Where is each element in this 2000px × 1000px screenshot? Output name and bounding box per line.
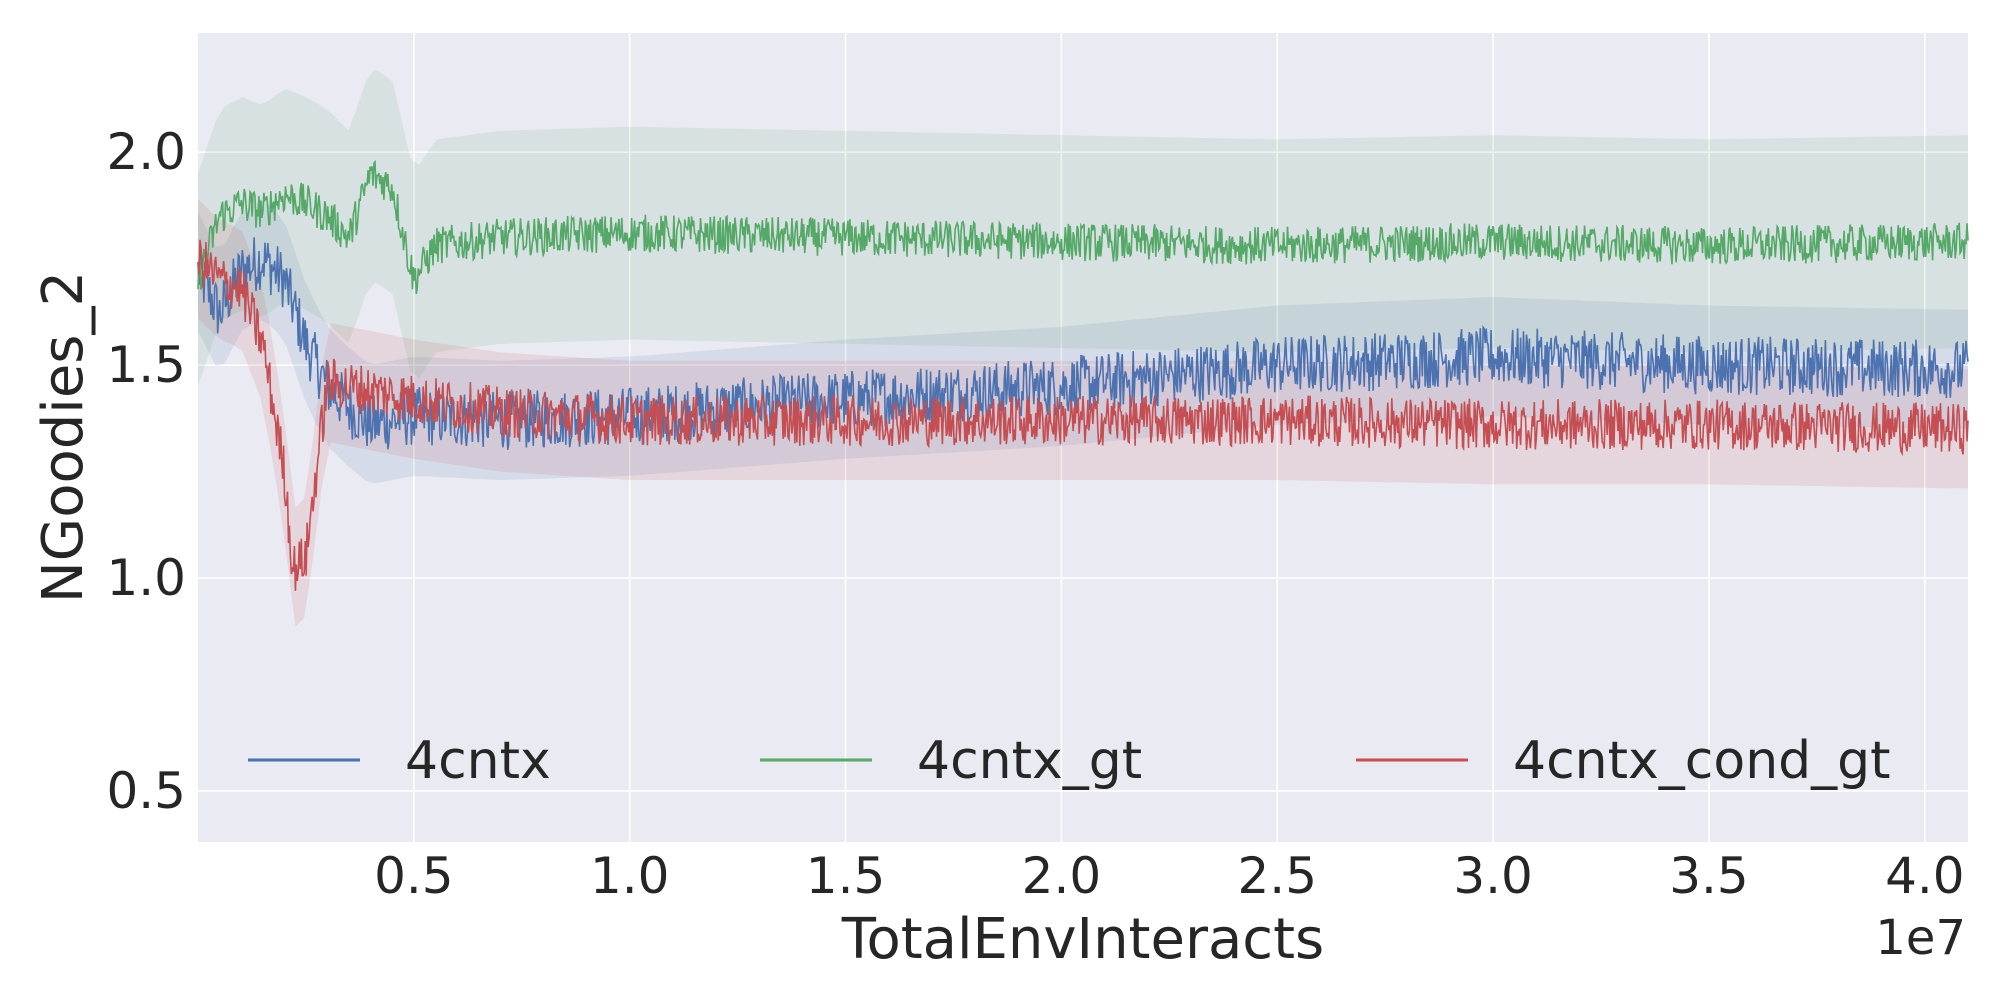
band-4cntx-gt: [198, 69, 1968, 387]
x-tick-label: 1.0: [590, 847, 670, 905]
y-tick-labels: 0.5 1.0 1.5 2.0: [106, 123, 186, 820]
x-axis-title: TotalEnvInteracts: [841, 907, 1324, 972]
legend-label-4cntx-cond-gt: 4cntx_cond_gt: [1513, 731, 1891, 791]
x-offset-label: 1e7: [1875, 910, 1966, 966]
series-line-4cntx-gt: [197, 159, 1969, 295]
x-tick-label: 2.0: [1022, 847, 1102, 905]
legend-item-4cntx-gt: 4cntx_gt: [760, 731, 1142, 791]
y-tick-label: 0.5: [106, 762, 186, 820]
y-tick-label: 2.0: [106, 123, 186, 181]
series-line-4cntx: [197, 237, 1969, 450]
x-tick-label: 1.5: [806, 847, 886, 905]
x-tick-label: 2.5: [1238, 847, 1318, 905]
y-tick-label: 1.5: [106, 336, 186, 394]
legend-label-4cntx-gt: 4cntx_gt: [917, 731, 1142, 791]
x-tick-labels: 0.5 1.0 1.5 2.0 2.5 3.0 3.5 4.0: [374, 847, 1965, 905]
series-lines: [197, 159, 1969, 591]
plot-background: [198, 33, 1968, 842]
y-axis-title: NGoodies_2: [31, 271, 96, 603]
x-tick-label: 4.0: [1885, 847, 1965, 905]
legend: 4cntx 4cntx_gt 4cntx_cond_gt: [248, 731, 1891, 791]
x-tick-label: 3.0: [1453, 847, 1533, 905]
legend-item-4cntx-cond-gt: 4cntx_cond_gt: [1356, 731, 1891, 791]
legend-label-4cntx: 4cntx: [405, 731, 551, 791]
x-tick-label: 3.5: [1669, 847, 1749, 905]
legend-item-4cntx: 4cntx: [248, 731, 551, 791]
series-line-4cntx-cond-gt: [197, 239, 1969, 591]
x-tick-label: 0.5: [374, 847, 454, 905]
y-tick-label: 1.0: [106, 549, 186, 607]
